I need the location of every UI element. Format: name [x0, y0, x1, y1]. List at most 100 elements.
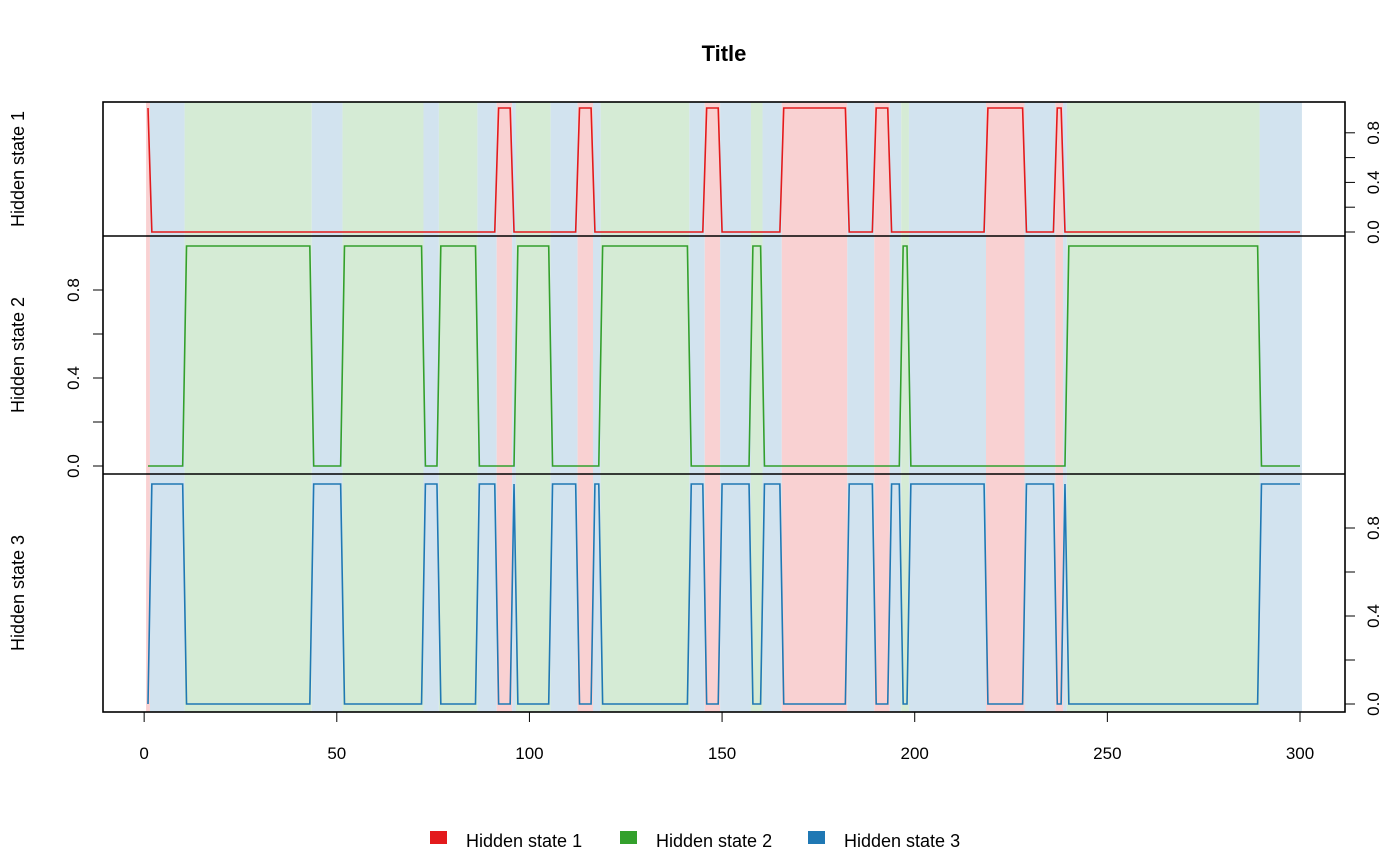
state-band — [593, 474, 601, 712]
x-tick-label: 300 — [1286, 744, 1314, 763]
state-band — [477, 236, 497, 474]
y-tick-label: 0.8 — [64, 278, 83, 302]
x-tick-label: 150 — [708, 744, 736, 763]
legend-label-3: Hidden state 3 — [844, 831, 960, 851]
state-band — [1024, 102, 1056, 236]
state-band — [908, 474, 986, 712]
state-band — [184, 474, 312, 712]
state-band — [750, 474, 763, 712]
state-band — [149, 474, 185, 712]
state-band — [689, 102, 705, 236]
state-band — [496, 474, 513, 712]
state-band — [149, 102, 185, 236]
state-band — [985, 236, 1025, 474]
state-band — [146, 102, 150, 236]
legend: Hidden state 1 Hidden state 2 Hidden state… — [430, 831, 960, 851]
state-band — [1259, 102, 1302, 236]
state-band — [311, 474, 343, 712]
state-band — [423, 102, 439, 236]
x-tick-label: 50 — [327, 744, 346, 763]
state-band — [762, 236, 782, 474]
panel-shading-1 — [146, 102, 1302, 236]
state-band — [762, 474, 782, 712]
state-band — [908, 236, 986, 474]
state-band — [577, 236, 594, 474]
state-band — [781, 102, 848, 236]
x-tick-label: 200 — [901, 744, 929, 763]
state-band — [847, 236, 875, 474]
state-band — [781, 474, 848, 712]
state-band — [1055, 236, 1064, 474]
state-band — [704, 236, 721, 474]
state-band — [550, 236, 578, 474]
state-band — [438, 236, 478, 474]
state-band — [901, 102, 909, 236]
state-band — [874, 474, 890, 712]
series-line-3 — [147, 483, 1300, 705]
panel-shading-3 — [146, 474, 1302, 712]
y-tick-label: 0.4 — [1364, 171, 1383, 195]
y-tick-label: 0.8 — [1364, 121, 1383, 145]
state-band — [874, 102, 890, 236]
state-band — [423, 474, 439, 712]
y-tick-label: 0.4 — [64, 366, 83, 390]
y-tick-label: 0.0 — [1364, 692, 1383, 716]
state-band — [1259, 236, 1302, 474]
state-band — [847, 474, 875, 712]
state-band — [1066, 102, 1260, 236]
state-band — [781, 236, 848, 474]
state-band — [149, 236, 185, 474]
state-band — [1066, 236, 1260, 474]
state-band — [720, 474, 751, 712]
state-band — [577, 102, 594, 236]
state-band — [1259, 474, 1302, 712]
state-band — [512, 236, 516, 474]
y-tick-label: 0.8 — [1364, 516, 1383, 540]
state-band — [477, 474, 497, 712]
state-band — [577, 474, 594, 712]
state-band — [423, 236, 439, 474]
state-band — [889, 102, 902, 236]
state-band — [908, 102, 986, 236]
y-axis-label: Hidden state 1 — [8, 111, 28, 227]
state-band — [750, 236, 763, 474]
state-band — [847, 102, 875, 236]
state-band — [593, 102, 601, 236]
state-band — [512, 474, 516, 712]
state-band — [1063, 474, 1067, 712]
state-band — [1024, 236, 1056, 474]
state-band — [438, 102, 478, 236]
state-band — [146, 474, 150, 712]
state-band — [1055, 474, 1064, 712]
state-band — [512, 102, 516, 236]
state-band — [311, 236, 343, 474]
panel-shading-2 — [146, 236, 1302, 474]
state-band — [496, 236, 513, 474]
state-band — [1063, 102, 1067, 236]
state-band — [874, 236, 890, 474]
state-band — [1066, 474, 1260, 712]
state-band — [901, 236, 909, 474]
x-tick-label: 0 — [139, 744, 148, 763]
state-band — [720, 102, 751, 236]
state-band — [184, 102, 312, 236]
state-band — [438, 474, 478, 712]
state-band — [1063, 236, 1067, 474]
x-tick-label: 250 — [1093, 744, 1121, 763]
state-band — [311, 102, 343, 236]
state-band — [762, 102, 782, 236]
y-tick-label: 0.0 — [64, 454, 83, 478]
state-band — [750, 102, 763, 236]
state-band — [985, 102, 1025, 236]
state-band — [184, 236, 312, 474]
state-band — [342, 102, 424, 236]
legend-swatch-3 — [808, 831, 825, 844]
state-band — [1024, 474, 1056, 712]
series-line-1 — [147, 107, 1300, 233]
state-band — [515, 236, 551, 474]
state-band — [342, 236, 424, 474]
state-band — [593, 236, 601, 474]
state-band — [342, 474, 424, 712]
state-band — [477, 102, 497, 236]
y-axis-label: Hidden state 3 — [8, 535, 28, 651]
